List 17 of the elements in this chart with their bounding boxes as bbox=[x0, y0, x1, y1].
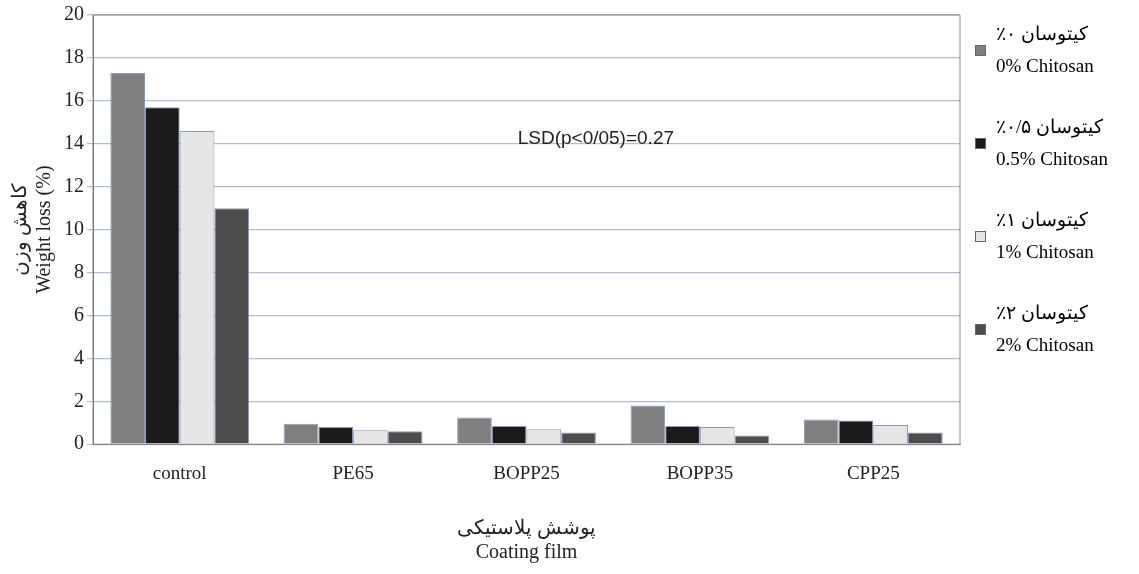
y-tick-label: 0 bbox=[74, 431, 84, 454]
y-tick-label: 6 bbox=[74, 302, 84, 325]
y-tick-label: 14 bbox=[64, 131, 84, 154]
y-tick-label: 10 bbox=[64, 216, 84, 239]
x-tick-label: CPP25 bbox=[846, 461, 900, 483]
x-tick-label: PE65 bbox=[332, 461, 374, 483]
y-tick-label: 16 bbox=[64, 88, 84, 111]
y-tick-label: 20 bbox=[64, 2, 84, 25]
annotation: LSD(p<0/05)=0.27 bbox=[517, 126, 675, 148]
y-tick-label: 12 bbox=[64, 173, 84, 196]
y-tick-label: 18 bbox=[64, 45, 84, 68]
x-tick-label: BOPP25 bbox=[493, 461, 560, 483]
x-tick-label: control bbox=[152, 461, 207, 483]
y-tick-label: 8 bbox=[74, 259, 84, 282]
x-tick-label: BOPP35 bbox=[666, 461, 734, 483]
y-tick-label: 4 bbox=[74, 345, 84, 368]
y-tick-label: 2 bbox=[74, 388, 84, 411]
